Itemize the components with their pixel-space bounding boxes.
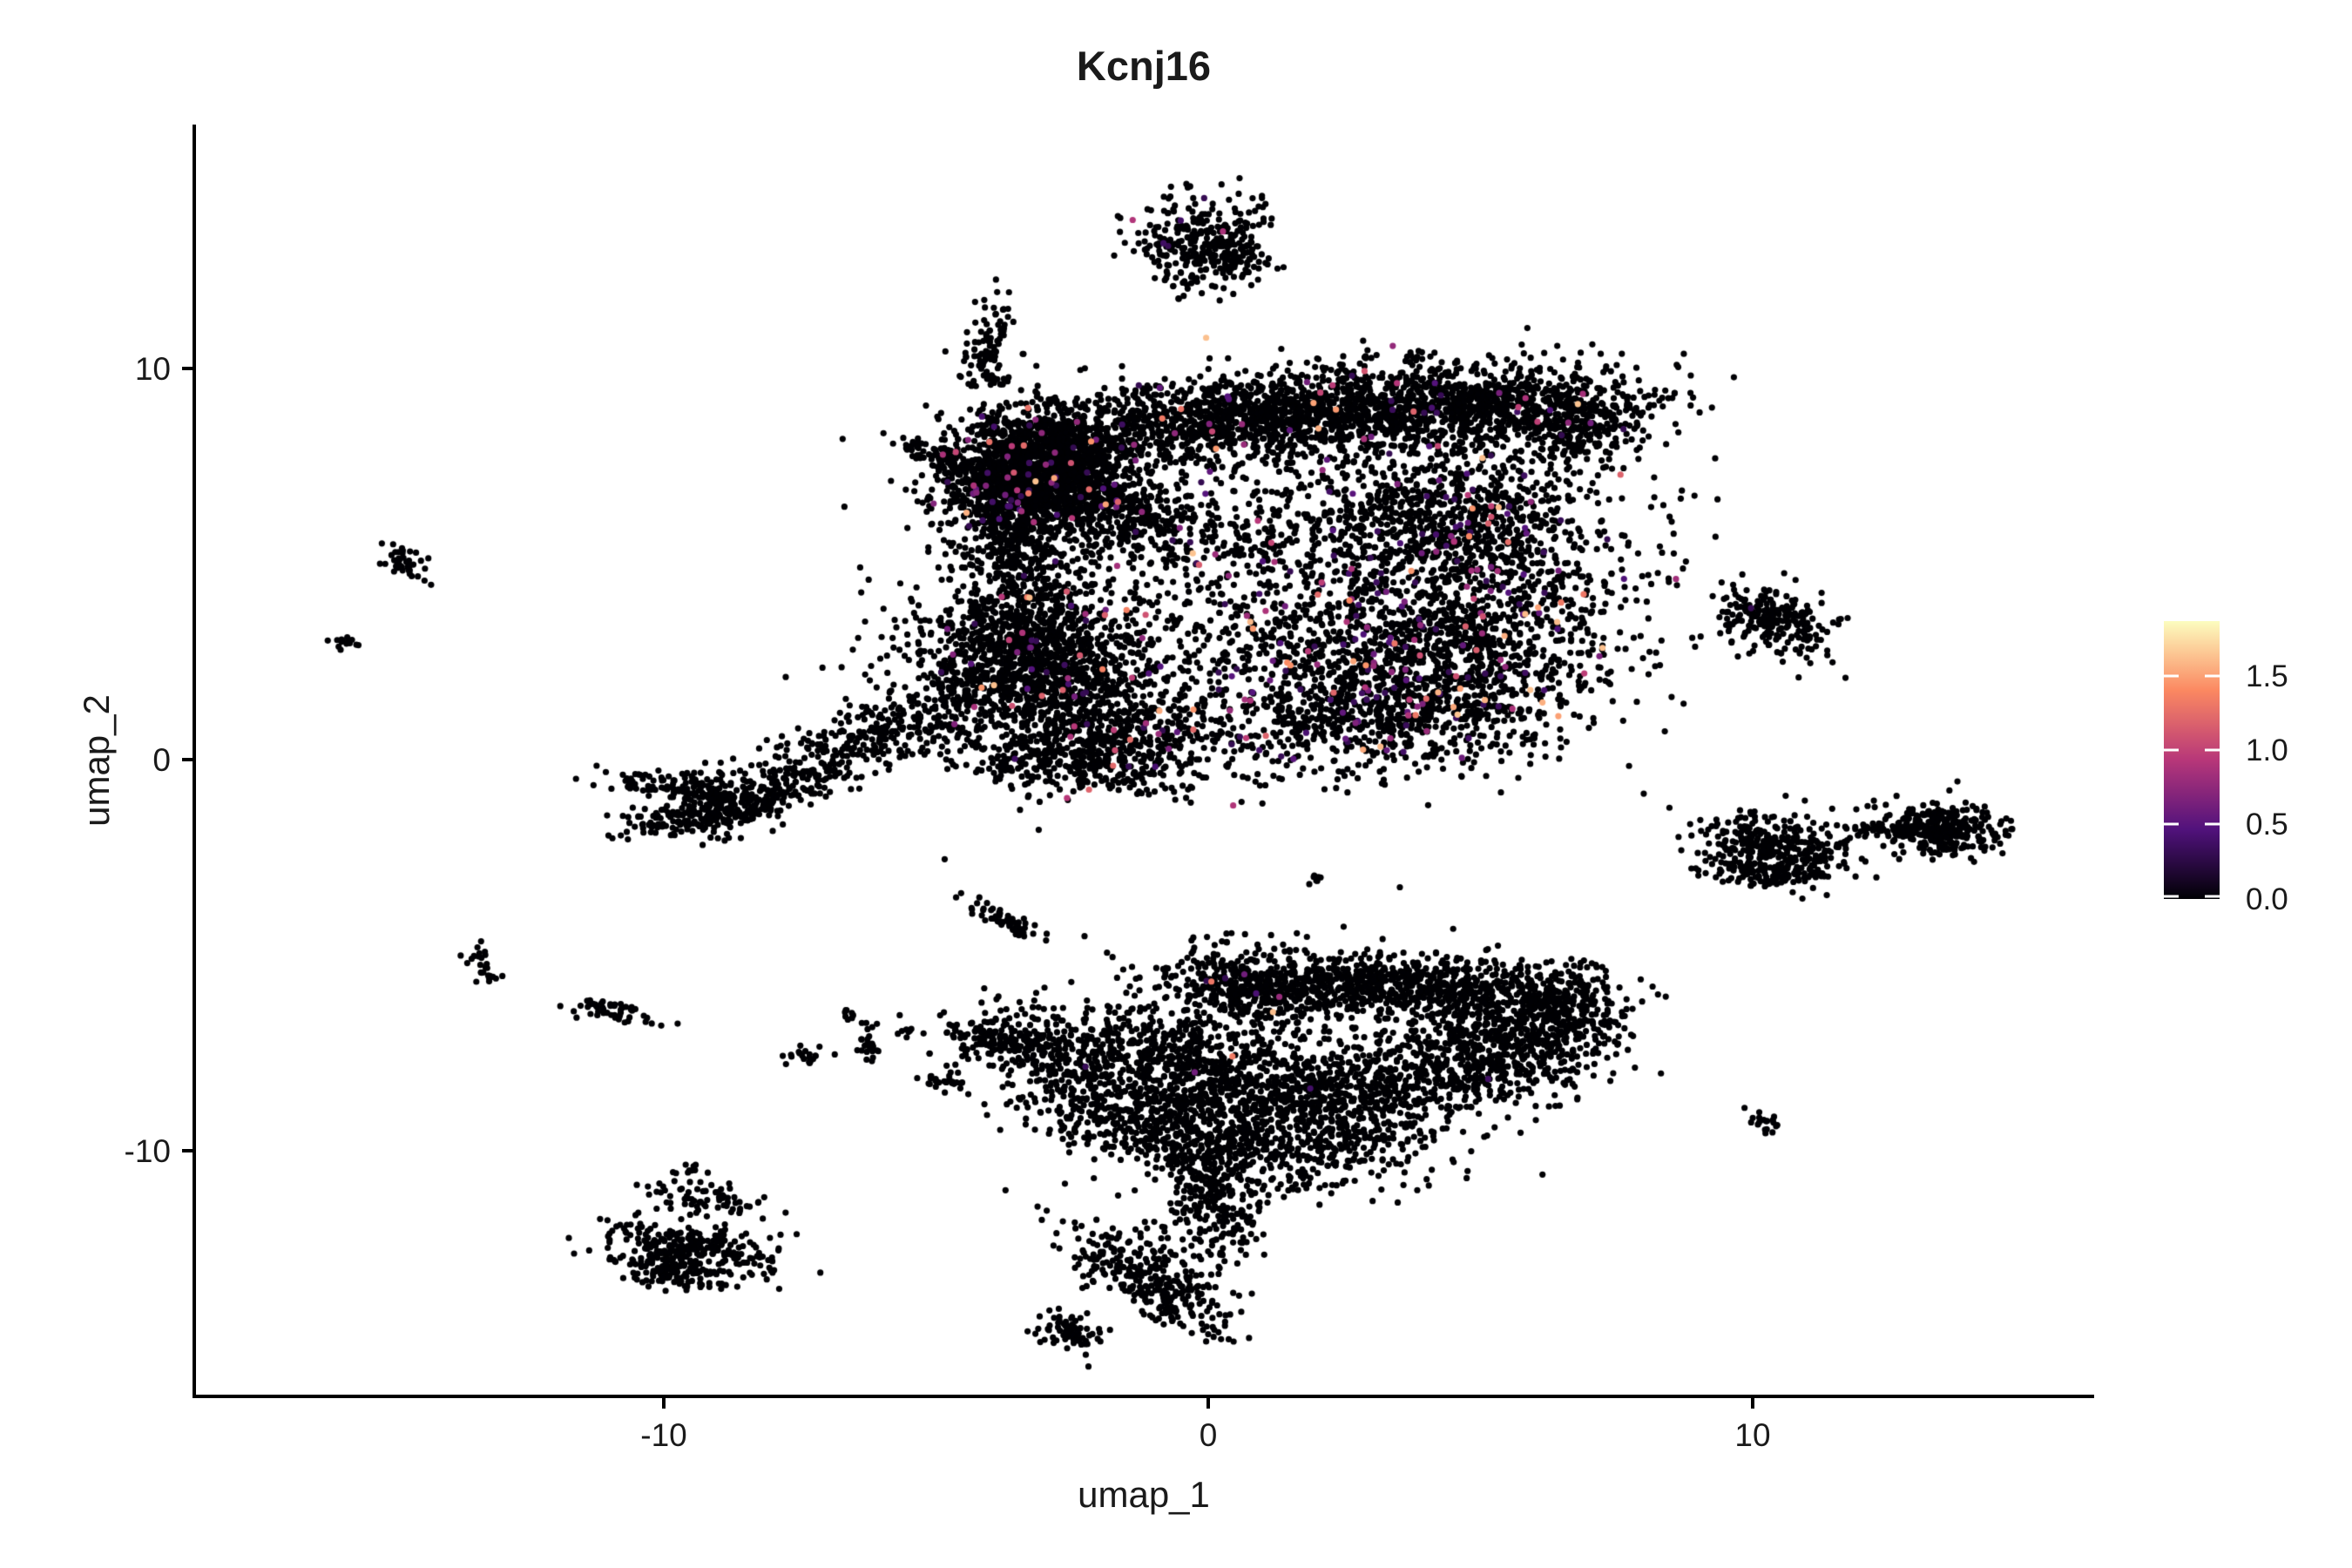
plot-title: Kcnj16 xyxy=(1077,43,1211,89)
x-axis-title: umap_1 xyxy=(1078,1474,1210,1515)
x-tick-label: 0 xyxy=(1200,1417,1218,1453)
colorbar-gradient xyxy=(2164,621,2220,899)
y-axis-ticks xyxy=(182,367,194,1152)
x-axis-tick-labels: -10 0 10 xyxy=(640,1417,1770,1453)
x-axis-ticks xyxy=(662,1396,1754,1409)
colorbar-labels: 1.5 1.0 0.5 0.0 xyxy=(2246,659,2288,916)
y-tick-label: -10 xyxy=(125,1133,171,1169)
y-axis-title: umap_2 xyxy=(76,694,117,827)
colorbar-tick-marks xyxy=(2164,674,2220,898)
colorbar-label: 0.0 xyxy=(2246,882,2288,916)
y-tick-label: 10 xyxy=(135,351,171,387)
x-tick-label: -10 xyxy=(640,1417,686,1453)
colorbar-label: 1.0 xyxy=(2246,733,2288,767)
axes xyxy=(193,125,2094,1398)
y-tick-label: 0 xyxy=(152,742,171,778)
x-tick-label: 10 xyxy=(1734,1417,1770,1453)
colorbar-label: 0.5 xyxy=(2246,808,2288,841)
y-axis-tick-labels: 10 0 -10 xyxy=(125,351,171,1169)
colorbar-legend: 1.5 1.0 0.5 0.0 xyxy=(2164,621,2288,916)
colorbar-label: 1.5 xyxy=(2246,659,2288,693)
